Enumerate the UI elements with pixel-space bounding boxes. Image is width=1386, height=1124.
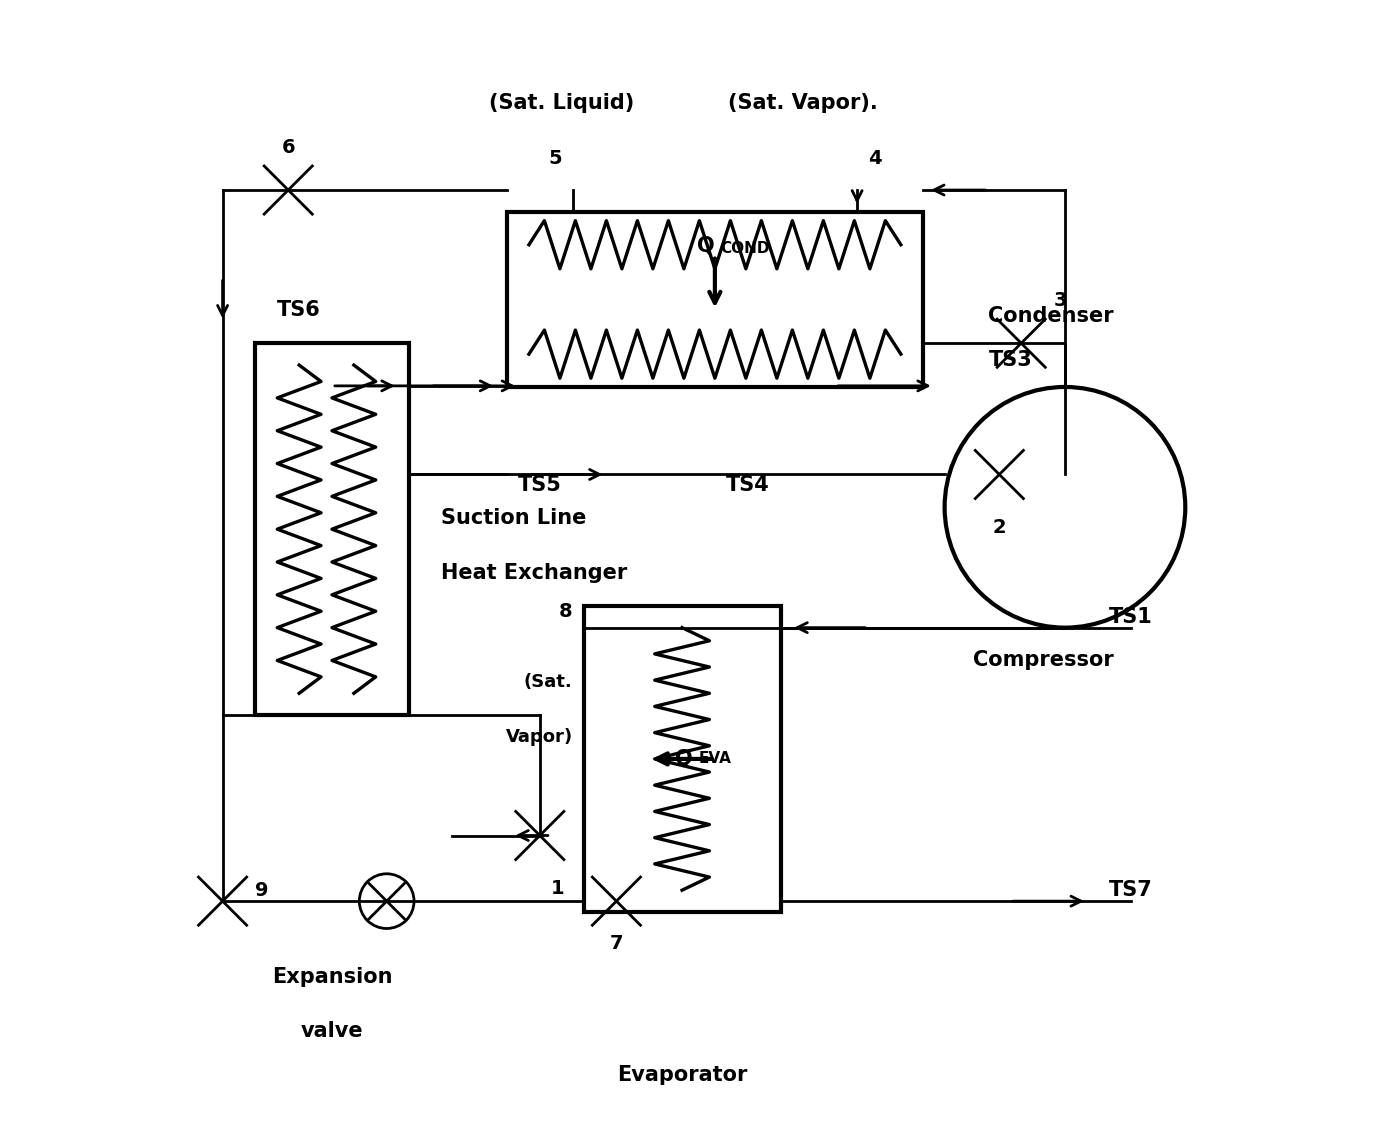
Text: TS4: TS4: [726, 475, 769, 496]
Text: TS6: TS6: [277, 300, 322, 320]
Text: Q: Q: [675, 749, 693, 769]
Text: Heat Exchanger: Heat Exchanger: [441, 563, 628, 583]
Text: 8: 8: [559, 601, 572, 620]
Text: Vapor): Vapor): [506, 728, 572, 746]
Text: 9: 9: [255, 881, 269, 899]
Text: Q: Q: [697, 236, 715, 255]
Text: TS7: TS7: [1109, 880, 1153, 900]
FancyBboxPatch shape: [255, 343, 409, 715]
Text: (Sat. Liquid): (Sat. Liquid): [489, 92, 635, 112]
Text: Suction Line: Suction Line: [441, 508, 586, 528]
Text: TS3: TS3: [988, 350, 1033, 370]
Text: COND: COND: [721, 241, 769, 255]
Text: 3: 3: [1053, 291, 1067, 310]
Text: Compressor: Compressor: [973, 650, 1113, 670]
Text: 4: 4: [868, 149, 881, 169]
Text: TS1: TS1: [1109, 607, 1153, 627]
Text: (Sat. Vapor).: (Sat. Vapor).: [728, 92, 877, 112]
Text: 5: 5: [547, 149, 561, 169]
Text: 1: 1: [550, 879, 564, 898]
Text: 2: 2: [992, 518, 1006, 537]
Text: valve: valve: [301, 1022, 363, 1042]
Text: 7: 7: [610, 934, 624, 953]
Text: (Sat.: (Sat.: [524, 673, 572, 691]
Text: Condenser: Condenser: [988, 306, 1114, 326]
Text: TS5: TS5: [518, 475, 561, 496]
Text: 6: 6: [281, 138, 295, 157]
FancyBboxPatch shape: [584, 606, 780, 912]
Text: EVA: EVA: [699, 752, 732, 767]
Text: Evaporator: Evaporator: [617, 1066, 747, 1086]
FancyBboxPatch shape: [507, 212, 923, 387]
Text: Expansion: Expansion: [272, 967, 392, 987]
